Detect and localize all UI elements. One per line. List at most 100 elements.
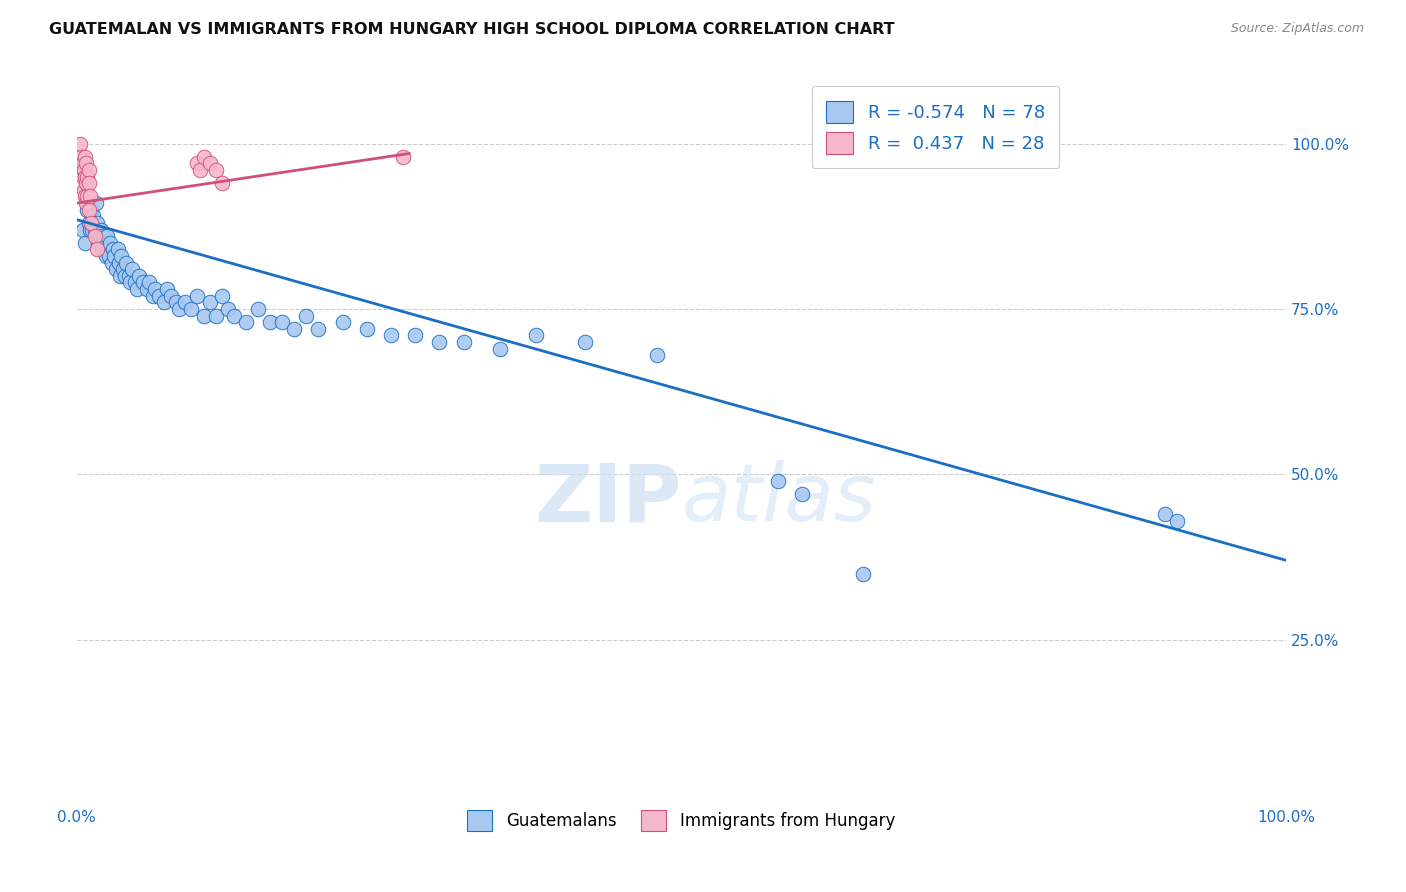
- Point: [211, 176, 233, 190]
- Point: [69, 136, 91, 151]
- Point: [217, 301, 239, 316]
- Point: [271, 315, 294, 329]
- Point: [180, 301, 202, 316]
- Point: [124, 276, 146, 290]
- Point: [105, 262, 128, 277]
- Point: [204, 309, 226, 323]
- Point: [165, 295, 187, 310]
- Point: [107, 243, 129, 257]
- Point: [76, 169, 98, 184]
- Point: [86, 216, 108, 230]
- Text: atlas: atlas: [682, 460, 876, 539]
- Point: [125, 282, 148, 296]
- Point: [489, 342, 512, 356]
- Point: [143, 282, 166, 296]
- Point: [174, 295, 197, 310]
- Text: ZIP: ZIP: [534, 460, 682, 539]
- Point: [1154, 507, 1177, 521]
- Point: [100, 235, 122, 250]
- Point: [222, 309, 245, 323]
- Point: [148, 289, 170, 303]
- Point: [77, 176, 100, 190]
- Point: [83, 222, 105, 236]
- Point: [73, 150, 96, 164]
- Point: [204, 163, 226, 178]
- Point: [101, 243, 124, 257]
- Point: [76, 189, 98, 203]
- Point: [82, 222, 104, 236]
- Point: [114, 268, 136, 283]
- Point: [72, 169, 94, 184]
- Point: [135, 282, 157, 296]
- Point: [198, 156, 221, 170]
- Point: [83, 229, 105, 244]
- Point: [429, 334, 451, 349]
- Point: [77, 202, 100, 217]
- Point: [108, 255, 131, 269]
- Point: [198, 295, 221, 310]
- Point: [77, 163, 100, 178]
- Point: [211, 289, 233, 303]
- Point: [132, 276, 155, 290]
- Point: [91, 229, 114, 244]
- Point: [96, 229, 118, 244]
- Point: [91, 243, 114, 257]
- Point: [87, 235, 110, 250]
- Point: [72, 222, 94, 236]
- Point: [84, 196, 107, 211]
- Point: [73, 169, 96, 184]
- Point: [75, 156, 97, 170]
- Point: [73, 163, 96, 178]
- Point: [792, 487, 814, 501]
- Point: [89, 229, 111, 244]
- Point: [72, 156, 94, 170]
- Point: [380, 328, 402, 343]
- Point: [392, 150, 415, 164]
- Point: [246, 301, 269, 316]
- Point: [94, 249, 117, 263]
- Point: [128, 268, 150, 283]
- Point: [110, 249, 132, 263]
- Point: [852, 566, 875, 581]
- Point: [100, 255, 122, 269]
- Point: [152, 295, 174, 310]
- Point: [111, 262, 134, 277]
- Point: [186, 156, 208, 170]
- Point: [156, 282, 179, 296]
- Point: [766, 474, 789, 488]
- Point: [138, 276, 160, 290]
- Point: [160, 289, 183, 303]
- Point: [82, 210, 104, 224]
- Point: [90, 222, 112, 236]
- Point: [193, 309, 215, 323]
- Point: [75, 196, 97, 211]
- Point: [169, 301, 191, 316]
- Point: [73, 235, 96, 250]
- Point: [80, 216, 103, 230]
- Point: [645, 348, 668, 362]
- Point: [73, 189, 96, 203]
- Point: [1166, 514, 1188, 528]
- Point: [142, 289, 165, 303]
- Point: [356, 322, 378, 336]
- Point: [118, 276, 141, 290]
- Point: [121, 262, 143, 277]
- Point: [75, 189, 97, 203]
- Point: [453, 334, 475, 349]
- Point: [574, 334, 596, 349]
- Point: [193, 150, 215, 164]
- Point: [235, 315, 257, 329]
- Point: [76, 202, 98, 217]
- Text: GUATEMALAN VS IMMIGRANTS FROM HUNGARY HIGH SCHOOL DIPLOMA CORRELATION CHART: GUATEMALAN VS IMMIGRANTS FROM HUNGARY HI…: [49, 22, 894, 37]
- Point: [70, 150, 93, 164]
- Point: [259, 315, 281, 329]
- Point: [79, 222, 101, 236]
- Point: [188, 163, 211, 178]
- Point: [79, 189, 101, 203]
- Point: [117, 268, 139, 283]
- Point: [77, 216, 100, 230]
- Point: [332, 315, 354, 329]
- Point: [80, 202, 103, 217]
- Text: Source: ZipAtlas.com: Source: ZipAtlas.com: [1230, 22, 1364, 36]
- Point: [86, 243, 108, 257]
